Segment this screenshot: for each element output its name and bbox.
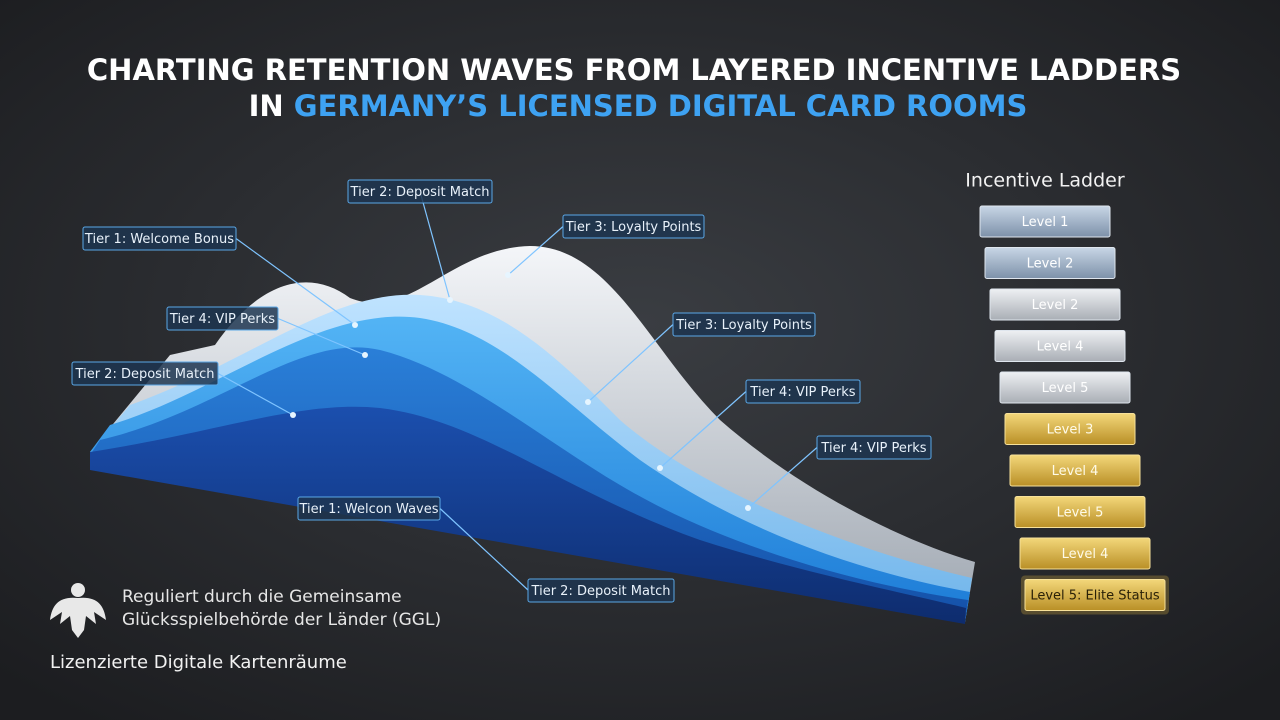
leader-line <box>419 191 451 301</box>
tagline: Lizenzierte Digitale Kartenräume <box>50 652 347 673</box>
level-label: Level 2 <box>1032 298 1079 313</box>
eagle-icon <box>50 583 106 638</box>
callout-label: Tier 4: VIP Perks <box>169 312 275 327</box>
anchor-dot <box>745 505 751 511</box>
title-prefix: IN <box>249 89 284 123</box>
anchor-dot <box>657 465 663 471</box>
level-label: Level 4 <box>1062 547 1109 562</box>
level-label: Level 3 <box>1047 423 1094 438</box>
level-step <box>994 330 1126 362</box>
callout-label: Tier 4: VIP Perks <box>749 385 855 400</box>
leader-line <box>659 391 747 469</box>
callout-box <box>562 214 705 239</box>
callout-box <box>297 496 441 521</box>
callout-label: Tier 2: Deposit Match <box>75 367 215 382</box>
callout-label: Tier 4: VIP Perks <box>820 441 926 456</box>
level-label: Level 2 <box>1027 257 1074 272</box>
level-step <box>1014 496 1146 528</box>
regulator-line: Glücksspielbehörde der Länder (GGL) <box>122 610 441 630</box>
level-label: Level 1 <box>1022 215 1069 230</box>
callout-label: Tier 2: Deposit Match <box>350 185 490 200</box>
level-step <box>984 247 1116 279</box>
level-step <box>989 288 1121 321</box>
waves <box>90 246 975 624</box>
level-step <box>1024 579 1166 611</box>
leader-line <box>587 324 674 403</box>
callout-label: Tier 1: Welcon Waves <box>298 502 438 517</box>
level-step <box>1004 413 1136 445</box>
leader-line <box>439 508 529 591</box>
callout-box <box>527 578 675 603</box>
regulator-line: Reguliert durch die Gemeinsame <box>122 587 402 607</box>
level-step <box>999 371 1131 404</box>
anchor-dot <box>505 272 511 278</box>
callout-label: Tier 1: Welcome Bonus <box>84 232 234 247</box>
anchor-dot <box>447 297 453 303</box>
level-step <box>1009 454 1141 487</box>
anchor-dot <box>362 352 368 358</box>
anchor-dot <box>585 399 591 405</box>
callout-label: Tier 2: Deposit Match <box>531 584 671 599</box>
title-line1: CHARTING RETENTION WAVES FROM LAYERED IN… <box>87 53 1181 87</box>
callout-box <box>347 179 493 204</box>
level-label: Level 5 <box>1057 506 1104 521</box>
level-label: Level 4 <box>1052 464 1099 479</box>
ladder-title: Incentive Ladder <box>965 170 1125 192</box>
callout-box <box>82 226 237 251</box>
callout-box <box>166 306 279 331</box>
anchor-dot <box>290 412 296 418</box>
leader-line <box>507 226 564 276</box>
callout-box <box>71 361 219 386</box>
level-step <box>979 205 1111 238</box>
callout-box <box>672 312 816 337</box>
leader-line <box>747 447 818 509</box>
level-label: Level 5: Elite Status <box>1030 589 1160 604</box>
level-step <box>1019 537 1151 570</box>
leader-line <box>235 238 356 326</box>
leader-line <box>277 317 366 356</box>
leader-line <box>217 372 294 416</box>
wave-layer <box>90 406 966 624</box>
title-line2: IN GERMANY’S LICENSED DIGITAL CARD ROOMS <box>249 89 1028 123</box>
level-label: Level 4 <box>1037 340 1084 355</box>
anchor-dot <box>352 322 358 328</box>
callout-box <box>816 435 932 460</box>
title-highlight: GERMANY’S LICENSED DIGITAL CARD ROOMS <box>294 89 1028 123</box>
level-label: Level 5 <box>1042 381 1089 396</box>
callout-box <box>745 379 861 404</box>
callout-label: Tier 3: Loyalty Points <box>675 318 812 333</box>
callout-label: Tier 3: Loyalty Points <box>565 220 702 235</box>
